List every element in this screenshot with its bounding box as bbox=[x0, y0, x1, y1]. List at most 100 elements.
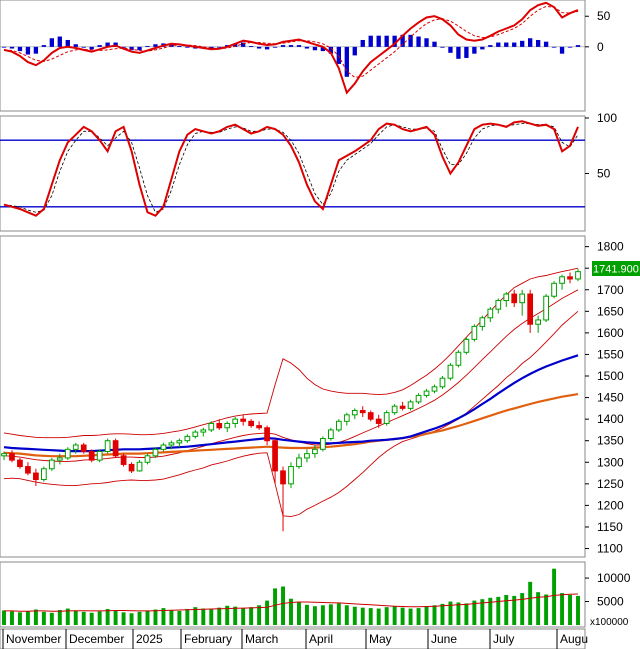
volume-bar bbox=[440, 603, 445, 625]
candle-body bbox=[383, 412, 390, 424]
volume-bar bbox=[281, 586, 285, 625]
volume-bar bbox=[360, 607, 365, 625]
last-price-tag: 1741.900 bbox=[592, 261, 640, 276]
macd-signal-line bbox=[3, 5, 579, 78]
volume-bar bbox=[424, 606, 429, 625]
volume-bar bbox=[496, 596, 501, 625]
volume-tick-label: 5000 bbox=[597, 595, 624, 609]
volume-bar bbox=[145, 610, 150, 625]
volume-bar bbox=[257, 605, 262, 625]
candle-body bbox=[399, 405, 406, 409]
macd-histogram-bar bbox=[567, 46, 573, 48]
stochastic-tick-label: 50 bbox=[597, 167, 611, 181]
macd-histogram-bar bbox=[280, 45, 286, 47]
macd-histogram-bar bbox=[304, 46, 310, 49]
volume-bar bbox=[320, 605, 325, 625]
price-tick-label: 1100 bbox=[597, 542, 623, 556]
candle-body bbox=[359, 410, 366, 414]
macd-histogram-bar bbox=[33, 46, 39, 54]
candle-body bbox=[375, 418, 382, 424]
volume-bar bbox=[480, 599, 485, 625]
candle-body bbox=[272, 440, 278, 472]
x-axis: November December 2025 February March April Ma… bbox=[0, 628, 588, 649]
volume-bar bbox=[193, 607, 198, 625]
volume-bar bbox=[352, 606, 357, 625]
macd-histogram-bar bbox=[65, 39, 70, 47]
price-axis: 1800175017001650160015501500145014001350… bbox=[585, 240, 624, 556]
macd-histogram-bar bbox=[217, 46, 222, 48]
volume-bar bbox=[161, 608, 166, 625]
volume-bar bbox=[344, 605, 349, 625]
candle-body bbox=[224, 422, 231, 429]
bollinger-lower-band bbox=[3, 310, 579, 518]
candle-body bbox=[511, 293, 518, 304]
candle-body bbox=[407, 401, 414, 409]
stochastic-d-line bbox=[3, 123, 579, 213]
volume-bar bbox=[576, 595, 580, 625]
volume-bar bbox=[169, 609, 174, 625]
volume-layer bbox=[2, 568, 580, 625]
candle-body bbox=[439, 377, 446, 388]
stochastic-panel: 100 50 bbox=[0, 111, 617, 232]
price-tick-label: 1200 bbox=[597, 498, 624, 512]
month-label: May bbox=[369, 632, 392, 646]
volume-bar bbox=[89, 612, 94, 625]
candle-body bbox=[479, 317, 486, 327]
candle-body bbox=[64, 448, 71, 459]
candle-body bbox=[463, 338, 470, 353]
volume-bar bbox=[241, 608, 246, 625]
volume-bar bbox=[336, 603, 341, 625]
macd-histogram-bar bbox=[177, 45, 182, 47]
macd-histogram-bar bbox=[256, 46, 262, 49]
candle-body bbox=[216, 422, 223, 429]
volume-bar bbox=[512, 595, 517, 625]
candle-body bbox=[1, 453, 7, 457]
price-tick-label: 1450 bbox=[597, 391, 624, 405]
volume-bar bbox=[129, 613, 134, 625]
candle-body bbox=[415, 394, 422, 403]
macd-histogram-bar bbox=[488, 45, 493, 47]
candle-body bbox=[72, 444, 79, 450]
macd-tick-label: 50 bbox=[597, 9, 611, 23]
price-tick-label: 1350 bbox=[597, 434, 624, 448]
macd-histogram-bar bbox=[272, 46, 278, 48]
candle-body bbox=[335, 420, 342, 431]
volume-bar bbox=[65, 608, 70, 625]
candle-body bbox=[367, 412, 374, 420]
volume-bar bbox=[472, 600, 477, 625]
macd-axis: 50 0 bbox=[585, 9, 611, 54]
macd-histogram-bar bbox=[145, 45, 150, 47]
candle-body bbox=[41, 468, 47, 481]
macd-panel: 50 0 bbox=[0, 0, 611, 112]
volume-bar bbox=[297, 602, 301, 625]
volume-bar bbox=[448, 601, 453, 625]
macd-histogram-bar bbox=[41, 45, 47, 47]
macd-histogram-bar bbox=[392, 35, 397, 47]
macd-histogram-bar bbox=[360, 39, 365, 47]
macd-histogram-bar bbox=[9, 46, 15, 49]
volume-bar bbox=[368, 608, 373, 625]
price-panel: 1800175017001650160015501500145014001350… bbox=[0, 235, 640, 558]
candle-body bbox=[256, 425, 262, 429]
volume-bar bbox=[105, 609, 110, 625]
candle-body bbox=[104, 440, 111, 452]
candle-body bbox=[304, 453, 310, 459]
candle-body bbox=[423, 390, 430, 396]
macd-histogram-bar bbox=[312, 46, 318, 51]
volume-bar bbox=[97, 611, 102, 625]
volume-bar bbox=[33, 609, 38, 625]
macd-histogram-bar bbox=[57, 36, 62, 47]
volume-bar bbox=[384, 607, 389, 625]
candle-body bbox=[136, 461, 143, 472]
macd-histogram-bar bbox=[368, 35, 373, 47]
volume-bar bbox=[304, 604, 309, 625]
macd-histogram-bar bbox=[129, 46, 134, 51]
macd-histogram-bar bbox=[1, 46, 7, 48]
volume-bar bbox=[81, 611, 86, 625]
macd-histogram-bar bbox=[448, 46, 453, 53]
macd-histogram-bar bbox=[416, 36, 421, 47]
candle-body bbox=[543, 295, 549, 321]
price-tick-label: 1800 bbox=[597, 240, 624, 254]
x-axis-frame bbox=[0, 628, 586, 649]
macd-histogram-bar bbox=[528, 38, 533, 47]
